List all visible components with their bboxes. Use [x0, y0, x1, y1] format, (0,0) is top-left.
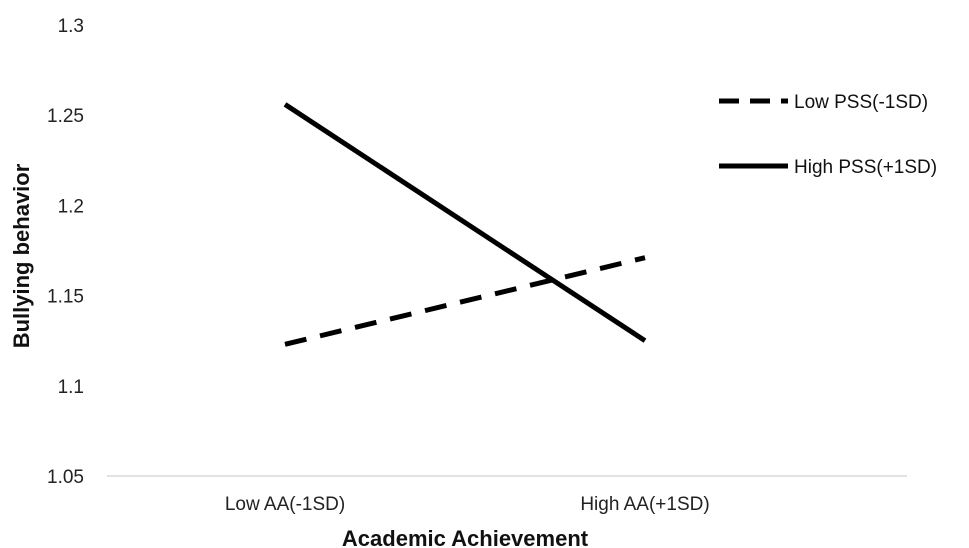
y-axis-title: Bullying behavior [9, 163, 34, 348]
y-tick-label: 1.25 [47, 106, 84, 127]
legend: Low PSS(-1SD) High PSS(+1SD) [719, 92, 937, 178]
y-axis-tick-labels: 1.05 1.1 1.15 1.2 1.25 1.3 [47, 16, 84, 488]
legend-label: Low PSS(-1SD) [794, 92, 928, 113]
series-line-high-pss [283, 102, 647, 343]
x-axis-tick-labels: Low AA(-1SD) High AA(+1SD) [225, 494, 710, 515]
x-tick-label: High AA(+1SD) [580, 494, 709, 515]
y-tick-label: 1.15 [47, 287, 84, 308]
y-tick-label: 1.05 [47, 467, 84, 488]
series-lines [283, 102, 647, 347]
x-axis-title: Academic Achievement [342, 526, 589, 548]
x-tick-label: Low AA(-1SD) [225, 494, 345, 515]
series-line-low-pss [284, 255, 646, 347]
legend-label: High PSS(+1SD) [794, 157, 937, 178]
y-tick-label: 1.3 [58, 16, 84, 37]
y-tick-label: 1.1 [58, 377, 84, 398]
y-tick-label: 1.2 [58, 196, 84, 217]
